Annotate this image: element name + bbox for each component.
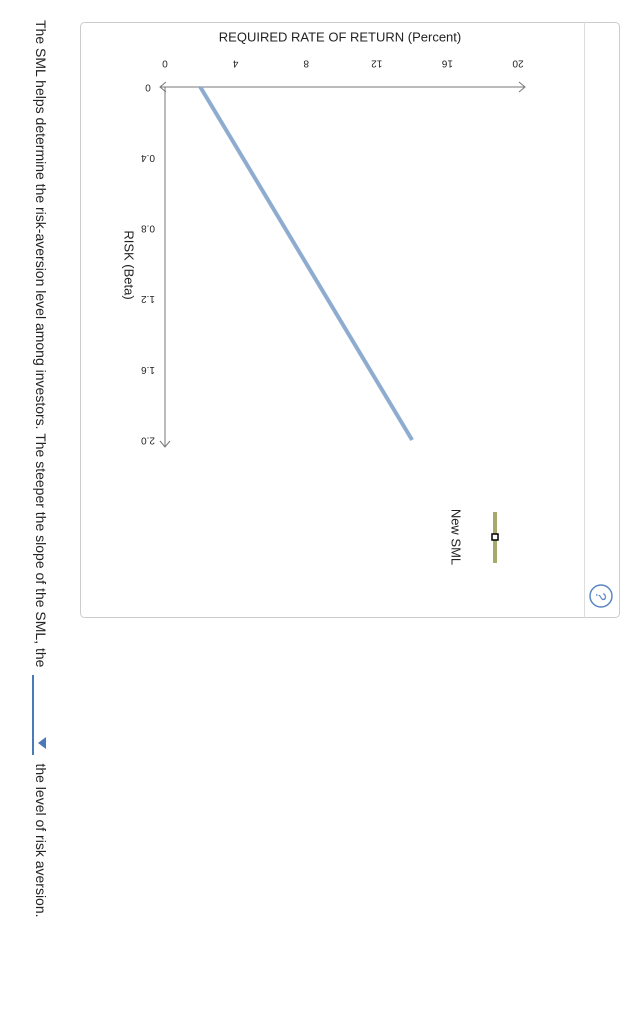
question-after: the level of risk aversion.: [33, 763, 49, 918]
help-icon[interactable]: ?: [592, 592, 609, 601]
y-axis-title: REQUIRED RATE OF RETURN (Percent): [219, 29, 461, 44]
question-before: The SML helps determine the risk-aversio…: [33, 20, 49, 668]
x-tick-label: 2.0: [141, 434, 155, 445]
x-tick-label: 0.4: [141, 152, 155, 163]
y-tick-label: 0: [162, 57, 168, 68]
y-tick-label: 8: [303, 57, 309, 68]
y-axis-arrow: [518, 81, 526, 93]
x-tick-label: 1.6: [141, 364, 155, 375]
y-tick-label: 12: [371, 57, 383, 68]
x-axis-title: RISK (Beta): [122, 230, 137, 299]
answer-dropdown[interactable]: [32, 675, 50, 756]
legend-label: New SML: [449, 509, 464, 565]
x-tick-label: 1.2: [141, 293, 155, 304]
chart-frame: [80, 22, 620, 618]
x-tick-label: 0: [145, 81, 151, 92]
question-text: The SML helps determine the risk-aversio…: [32, 20, 50, 918]
y-tick-label: 4: [232, 57, 238, 68]
y-tick-label: 20: [512, 57, 524, 68]
legend-marker: [491, 533, 499, 541]
x-axis-arrow: [159, 440, 171, 448]
sml-line: [198, 85, 414, 442]
help-button[interactable]: [589, 584, 613, 608]
y-axis-arrow: [159, 81, 167, 93]
x-tick-label: 0.8: [141, 223, 155, 234]
y-tick-label: 16: [441, 57, 453, 68]
